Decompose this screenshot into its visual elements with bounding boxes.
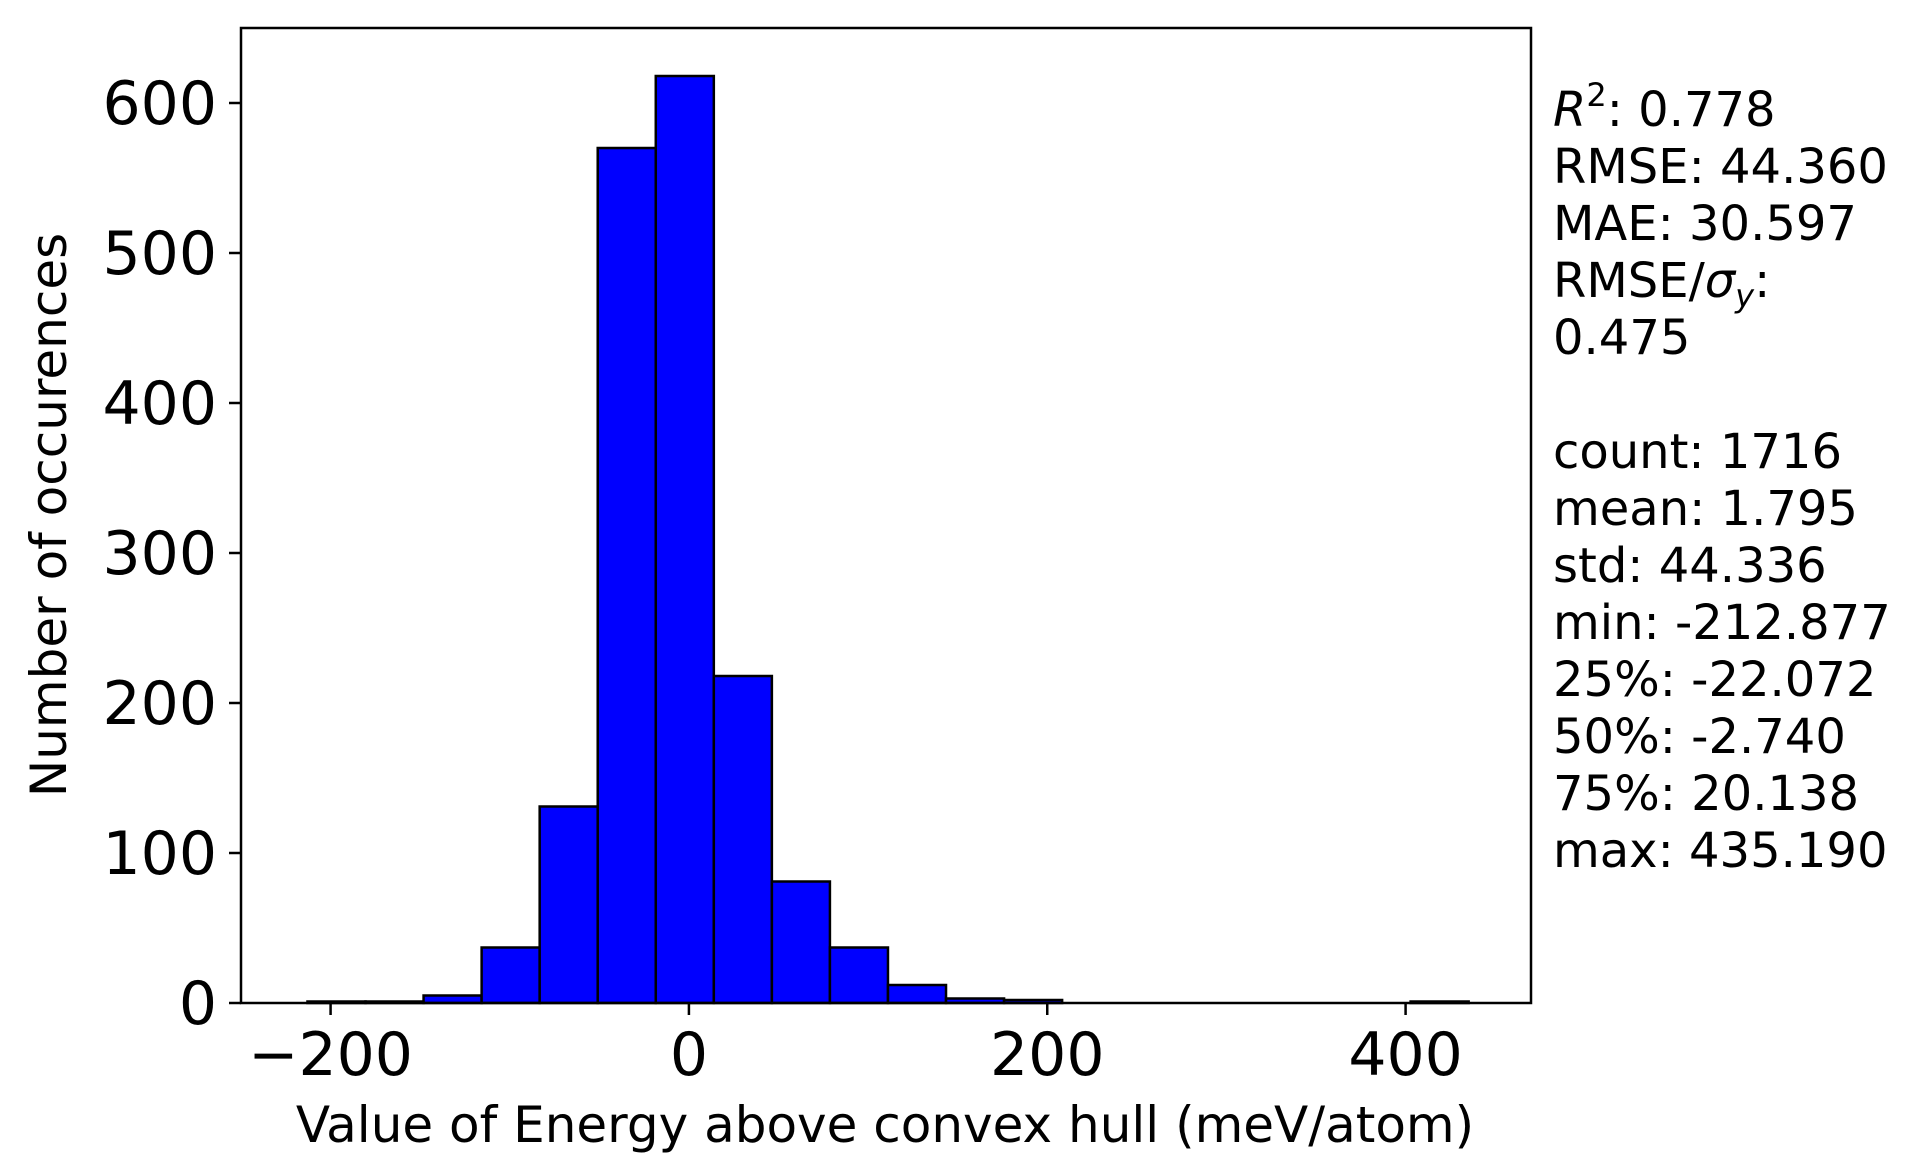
min-stat: min: -212.877 bbox=[1553, 595, 1891, 651]
statistics-panel: R2: 0.778 RMSE: 44.360 MAE: 30.597 RMSE/… bbox=[1553, 76, 1891, 880]
std-stat: std: 44.336 bbox=[1553, 538, 1827, 594]
y-tick-label-5: 500 bbox=[102, 219, 217, 289]
r2-stat: R2: 0.778 bbox=[1553, 76, 1776, 138]
y-tick-label-6: 600 bbox=[102, 69, 217, 139]
p75-stat: 75%: 20.138 bbox=[1553, 766, 1860, 822]
histogram-bar-4 bbox=[538, 805, 599, 1005]
histogram-bar-6 bbox=[654, 74, 716, 1005]
p50-stat: 50%: -2.740 bbox=[1553, 709, 1846, 765]
rmse-sigma-stat: RMSE/σy: bbox=[1553, 253, 1771, 315]
y-axis-label: Number of occurences bbox=[20, 233, 78, 797]
histogram-bar-5 bbox=[596, 146, 658, 1005]
histogram-bar-8 bbox=[770, 880, 832, 1005]
y-axis-ticks: 0 100 200 300 400 500 600 bbox=[102, 69, 241, 1039]
x-tick-label-0: −200 bbox=[248, 1020, 413, 1090]
histogram-bars bbox=[306, 74, 1470, 1005]
y-tick-label-0: 0 bbox=[179, 969, 217, 1039]
rmse-stat: RMSE: 44.360 bbox=[1553, 139, 1888, 195]
max-stat: max: 435.190 bbox=[1553, 823, 1888, 879]
histogram-bar-9 bbox=[828, 946, 890, 1005]
rmse-sigma-value: 0.475 bbox=[1553, 310, 1691, 366]
y-tick-label-1: 100 bbox=[102, 819, 217, 889]
histogram-bar-10 bbox=[886, 983, 948, 1005]
plot-frame bbox=[239, 26, 1533, 1005]
x-tick-label-1: 0 bbox=[670, 1020, 708, 1090]
p25-stat: 25%: -22.072 bbox=[1553, 652, 1877, 708]
mae-stat: MAE: 30.597 bbox=[1553, 196, 1857, 252]
histogram-bar-7 bbox=[712, 674, 774, 1005]
count-stat: count: 1716 bbox=[1553, 424, 1843, 480]
y-tick-label-4: 400 bbox=[102, 369, 217, 439]
mean-stat: mean: 1.795 bbox=[1553, 481, 1858, 537]
y-tick-label-2: 200 bbox=[102, 669, 217, 739]
x-axis-label: Value of Energy above convex hull (meV/a… bbox=[296, 1096, 1474, 1154]
y-tick-label-3: 300 bbox=[102, 519, 217, 589]
x-axis-ticks: −200 0 200 400 bbox=[248, 1003, 1463, 1090]
x-tick-label-3: 400 bbox=[1348, 1020, 1463, 1090]
x-tick-label-2: 200 bbox=[990, 1020, 1105, 1090]
histogram-bar-3 bbox=[480, 946, 541, 1005]
